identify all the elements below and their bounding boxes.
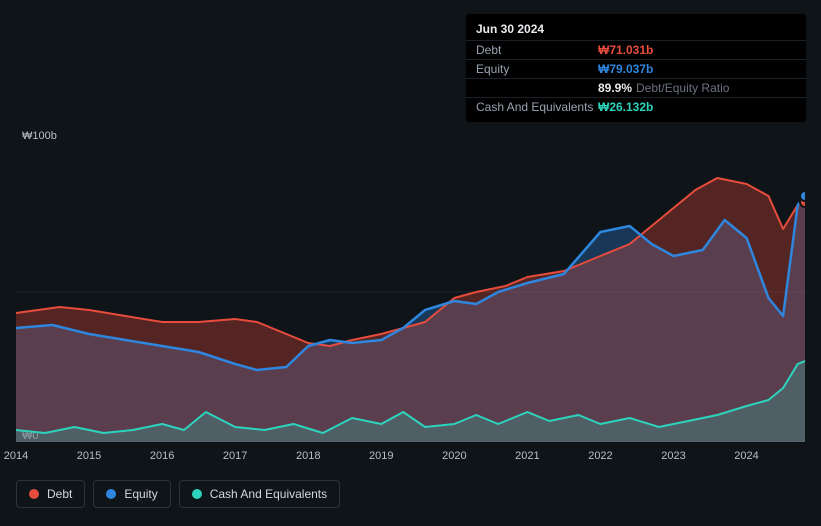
- tooltip-row-value: 89.9%Debt/Equity Ratio: [598, 81, 729, 95]
- legend-item[interactable]: Debt: [16, 480, 85, 508]
- tooltip-row-label: Equity: [476, 62, 598, 76]
- legend-swatch: [192, 489, 202, 499]
- chart-plot-area: [16, 142, 805, 442]
- x-axis: 2014201520162017201820192020202120222023…: [16, 448, 805, 468]
- series-marker: [800, 191, 805, 201]
- chart-legend: Debt Equity Cash And Equivalents: [16, 480, 340, 508]
- tooltip-row-value: ₩71.031b: [598, 43, 653, 57]
- x-axis-label: 2023: [661, 450, 685, 462]
- legend-label: Equity: [124, 487, 157, 501]
- x-axis-label: 2019: [369, 450, 393, 462]
- tooltip-row: Equity₩79.037b: [466, 59, 806, 78]
- legend-swatch: [29, 489, 39, 499]
- legend-item[interactable]: Equity: [93, 480, 170, 508]
- y-axis-label: ₩100b: [22, 130, 57, 142]
- series-fill: [16, 178, 805, 442]
- tooltip-row: 89.9%Debt/Equity Ratio: [466, 78, 806, 97]
- x-axis-label: 2015: [77, 450, 101, 462]
- tooltip-row-value: ₩79.037b: [598, 62, 653, 76]
- x-axis-label: 2020: [442, 450, 466, 462]
- tooltip-row-value: ₩26.132b: [598, 100, 653, 114]
- x-axis-label: 2014: [4, 450, 28, 462]
- legend-item[interactable]: Cash And Equivalents: [179, 480, 340, 508]
- tooltip-date: Jun 30 2024: [466, 20, 806, 40]
- chart-svg: [16, 142, 805, 442]
- x-axis-label: 2016: [150, 450, 174, 462]
- legend-label: Debt: [47, 487, 72, 501]
- x-axis-label: 2018: [296, 450, 320, 462]
- tooltip-row-label: [476, 81, 598, 95]
- tooltip-row: Debt₩71.031b: [466, 40, 806, 59]
- tooltip-row-label: Debt: [476, 43, 598, 57]
- legend-label: Cash And Equivalents: [210, 487, 327, 501]
- legend-swatch: [106, 489, 116, 499]
- x-axis-label: 2021: [515, 450, 539, 462]
- x-axis-label: 2024: [734, 450, 758, 462]
- tooltip-row-label: Cash And Equivalents: [476, 100, 598, 114]
- tooltip-row-suffix: Debt/Equity Ratio: [636, 81, 729, 95]
- tooltip-row: Cash And Equivalents₩26.132b: [466, 97, 806, 116]
- x-axis-label: 2017: [223, 450, 247, 462]
- chart-tooltip: Jun 30 2024 Debt₩71.031bEquity₩79.037b89…: [466, 14, 806, 122]
- x-axis-label: 2022: [588, 450, 612, 462]
